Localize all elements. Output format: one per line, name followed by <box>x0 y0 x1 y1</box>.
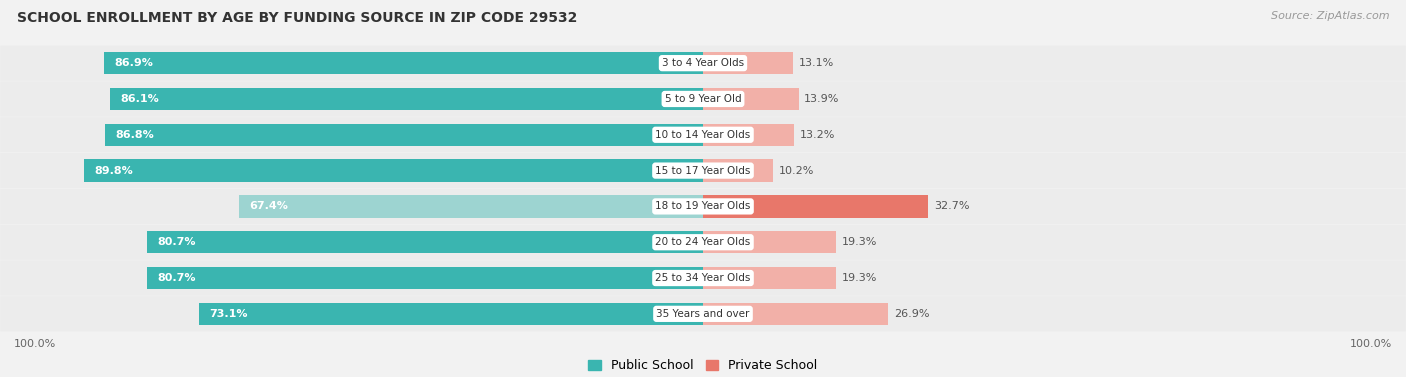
Text: 86.9%: 86.9% <box>115 58 153 68</box>
Text: 100.0%: 100.0% <box>1350 339 1392 349</box>
FancyBboxPatch shape <box>0 296 1406 331</box>
Bar <box>703 267 837 289</box>
Text: 80.7%: 80.7% <box>157 273 195 283</box>
Bar <box>703 52 793 74</box>
Bar <box>703 159 773 182</box>
Text: 100.0%: 100.0% <box>14 339 56 349</box>
Text: 19.3%: 19.3% <box>841 237 877 247</box>
Bar <box>105 124 703 146</box>
Bar <box>200 303 703 325</box>
Text: 32.7%: 32.7% <box>934 201 969 211</box>
Text: 86.8%: 86.8% <box>115 130 155 140</box>
Text: SCHOOL ENROLLMENT BY AGE BY FUNDING SOURCE IN ZIP CODE 29532: SCHOOL ENROLLMENT BY AGE BY FUNDING SOUR… <box>17 11 578 25</box>
Text: 67.4%: 67.4% <box>249 201 288 211</box>
Bar <box>84 159 703 182</box>
Text: 89.8%: 89.8% <box>94 166 134 176</box>
FancyBboxPatch shape <box>0 46 1406 81</box>
Text: 73.1%: 73.1% <box>209 309 249 319</box>
Bar <box>110 88 703 110</box>
Text: 13.9%: 13.9% <box>804 94 839 104</box>
Text: 3 to 4 Year Olds: 3 to 4 Year Olds <box>662 58 744 68</box>
FancyBboxPatch shape <box>0 261 1406 296</box>
Text: 5 to 9 Year Old: 5 to 9 Year Old <box>665 94 741 104</box>
Bar <box>148 267 703 289</box>
Text: 86.1%: 86.1% <box>120 94 159 104</box>
Bar <box>703 231 837 253</box>
Text: 35 Years and over: 35 Years and over <box>657 309 749 319</box>
Text: 26.9%: 26.9% <box>894 309 929 319</box>
Text: 20 to 24 Year Olds: 20 to 24 Year Olds <box>655 237 751 247</box>
Bar <box>703 124 794 146</box>
FancyBboxPatch shape <box>0 81 1406 116</box>
Legend: Public School, Private School: Public School, Private School <box>583 354 823 377</box>
FancyBboxPatch shape <box>0 153 1406 188</box>
Text: 80.7%: 80.7% <box>157 237 195 247</box>
Text: 13.2%: 13.2% <box>800 130 835 140</box>
Bar <box>703 88 799 110</box>
FancyBboxPatch shape <box>0 117 1406 152</box>
Text: 18 to 19 Year Olds: 18 to 19 Year Olds <box>655 201 751 211</box>
FancyBboxPatch shape <box>0 189 1406 224</box>
Text: Source: ZipAtlas.com: Source: ZipAtlas.com <box>1271 11 1389 21</box>
Text: 10.2%: 10.2% <box>779 166 814 176</box>
Text: 19.3%: 19.3% <box>841 273 877 283</box>
Bar <box>239 195 703 218</box>
Bar <box>104 52 703 74</box>
FancyBboxPatch shape <box>0 225 1406 260</box>
Text: 15 to 17 Year Olds: 15 to 17 Year Olds <box>655 166 751 176</box>
Bar <box>148 231 703 253</box>
Bar <box>703 195 928 218</box>
Text: 25 to 34 Year Olds: 25 to 34 Year Olds <box>655 273 751 283</box>
Text: 13.1%: 13.1% <box>799 58 834 68</box>
Text: 10 to 14 Year Olds: 10 to 14 Year Olds <box>655 130 751 140</box>
Bar <box>703 303 889 325</box>
